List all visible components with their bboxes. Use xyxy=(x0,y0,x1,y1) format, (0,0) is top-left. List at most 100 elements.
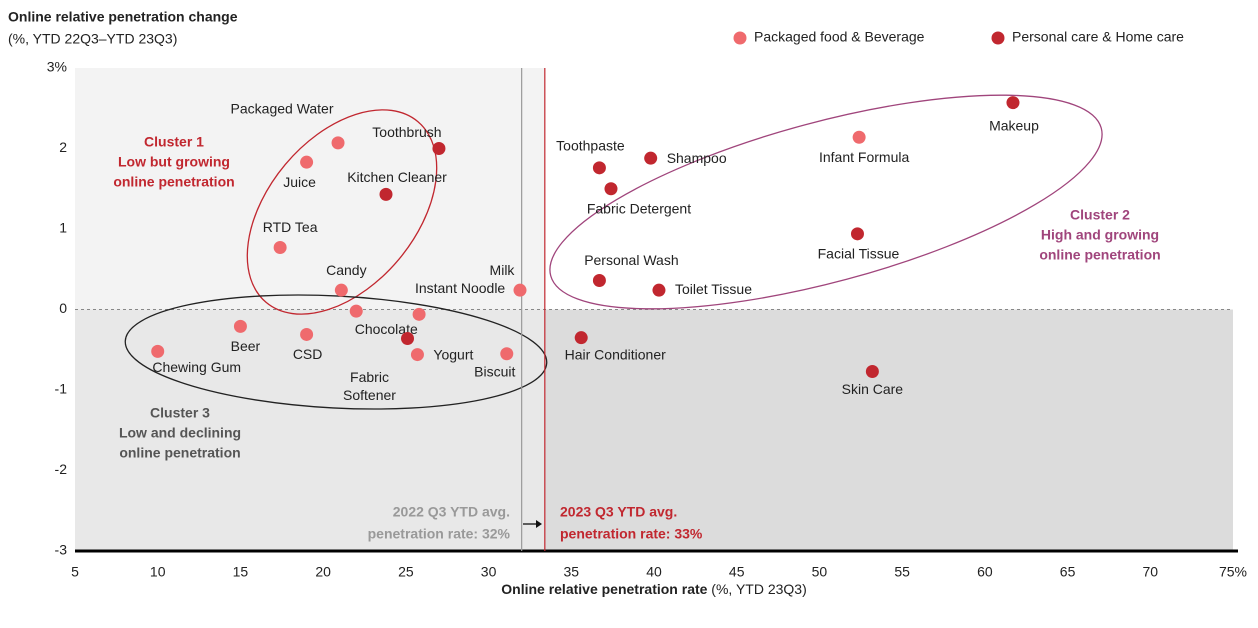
data-point xyxy=(412,307,426,321)
data-point xyxy=(592,161,606,175)
y-tick-label: -3 xyxy=(55,542,68,558)
legend-swatch xyxy=(991,31,1005,45)
legend-label: Personal care & Home care xyxy=(1012,29,1184,45)
point-label: Chocolate xyxy=(355,321,418,337)
data-point xyxy=(500,347,514,361)
reference-label: 2023 Q3 YTD avg. xyxy=(560,504,677,520)
legend-swatch xyxy=(733,31,747,45)
data-point xyxy=(604,182,618,196)
x-tick-label: 30 xyxy=(481,564,497,580)
data-point xyxy=(652,283,666,297)
y-tick-label: 1 xyxy=(59,220,67,236)
data-point xyxy=(273,241,287,255)
x-tick-label: 40 xyxy=(646,564,662,580)
x-tick-label: 50 xyxy=(812,564,828,580)
reference-label: 2022 Q3 YTD avg. xyxy=(393,504,510,520)
cluster-annotation: online penetration xyxy=(113,174,234,190)
y-tick-label: -1 xyxy=(55,381,68,397)
data-point xyxy=(410,348,424,362)
point-label: Candy xyxy=(326,262,366,278)
cluster-annotation: online penetration xyxy=(1039,247,1160,263)
region-top-left xyxy=(75,68,545,310)
cluster-annotation: Low and declining xyxy=(119,425,241,441)
data-point xyxy=(1006,96,1020,110)
shift-arrowhead xyxy=(536,520,542,528)
point-label: Yogurt xyxy=(433,346,473,362)
point-label: Softener xyxy=(343,387,396,403)
data-point xyxy=(331,136,345,150)
x-tick-label: 65 xyxy=(1060,564,1076,580)
point-label: Fabric Detergent xyxy=(587,200,691,216)
data-point xyxy=(574,331,588,345)
cluster-1-outline xyxy=(246,109,438,315)
point-label: Skin Care xyxy=(842,381,904,397)
region-bottom-right xyxy=(544,309,1233,551)
data-point xyxy=(432,142,446,155)
x-tick-label: 15 xyxy=(233,564,249,580)
reference-label: penetration rate: 32% xyxy=(368,526,511,542)
point-label: Hair Conditioner xyxy=(565,346,666,362)
data-point xyxy=(300,327,314,341)
point-label: Instant Noodle xyxy=(415,280,505,296)
point-label: Toilet Tissue xyxy=(675,281,752,297)
y-title: Online relative penetration change xyxy=(8,9,238,25)
x-tick-label: 25 xyxy=(398,564,414,580)
data-point xyxy=(592,274,606,288)
y-tick-label: 3% xyxy=(47,59,67,75)
data-point xyxy=(644,151,658,165)
point-label: Facial Tissue xyxy=(818,246,900,262)
point-label: Packaged Water xyxy=(231,101,334,117)
y-tick-label: 2 xyxy=(59,139,67,155)
cluster-annotation: online penetration xyxy=(119,445,240,461)
y-tick-label: -2 xyxy=(55,461,68,477)
cluster-annotation: Cluster 2 xyxy=(1070,207,1130,223)
x-tick-label: 45 xyxy=(729,564,745,580)
point-label: RTD Tea xyxy=(263,219,318,235)
point-label: Infant Formula xyxy=(819,149,909,165)
legend-label: Packaged food & Beverage xyxy=(754,29,925,45)
data-point xyxy=(379,187,393,201)
reference-label: penetration rate: 33% xyxy=(560,526,703,542)
data-point xyxy=(401,331,415,345)
data-point xyxy=(850,227,864,241)
x-tick-label: 20 xyxy=(315,564,331,580)
point-label: Personal Wash xyxy=(584,252,678,268)
data-point xyxy=(513,283,527,297)
point-label: Toothpaste xyxy=(556,138,625,154)
x-tick-label: 75% xyxy=(1219,564,1247,580)
point-label: Toothbrush xyxy=(372,124,441,140)
point-label: Fabric xyxy=(350,369,389,385)
x-tick-label: 5 xyxy=(71,564,79,580)
data-point xyxy=(300,155,314,169)
background xyxy=(75,68,1233,551)
x-tick-label: 10 xyxy=(150,564,166,580)
x-label-unit: (%, YTD 23Q3) xyxy=(707,581,806,597)
point-label: Shampoo xyxy=(667,150,727,166)
cluster-annotation: Low but growing xyxy=(118,154,230,170)
cluster-2-outline xyxy=(549,94,1103,310)
x-tick-label: 35 xyxy=(563,564,579,580)
x-axis-label: Online relative penetration rate (%, YTD… xyxy=(501,581,807,597)
point-label: Makeup xyxy=(989,117,1039,133)
data-point xyxy=(151,344,165,358)
x-tick-label: 55 xyxy=(894,564,910,580)
cluster-annotation: High and growing xyxy=(1041,227,1159,243)
data-point xyxy=(852,130,866,144)
x-label-main: Online relative penetration rate xyxy=(501,581,707,597)
point-label: CSD xyxy=(293,346,323,362)
point-label: Beer xyxy=(231,338,261,354)
x-tick-label: 70 xyxy=(1142,564,1158,580)
data-point xyxy=(865,364,879,378)
point-label: Chewing Gum xyxy=(152,359,241,375)
point-label: Kitchen Cleaner xyxy=(347,169,447,185)
point-label: Biscuit xyxy=(474,363,515,379)
point-label: Juice xyxy=(283,174,316,190)
data-point xyxy=(334,283,348,297)
data-point xyxy=(349,304,363,318)
y-tick-label: 0 xyxy=(59,300,67,316)
cluster-annotation: Cluster 3 xyxy=(150,405,210,421)
point-label: Milk xyxy=(490,262,516,278)
data-point xyxy=(233,319,247,333)
y-subtitle: (%, YTD 22Q3–YTD 23Q3) xyxy=(8,31,177,47)
